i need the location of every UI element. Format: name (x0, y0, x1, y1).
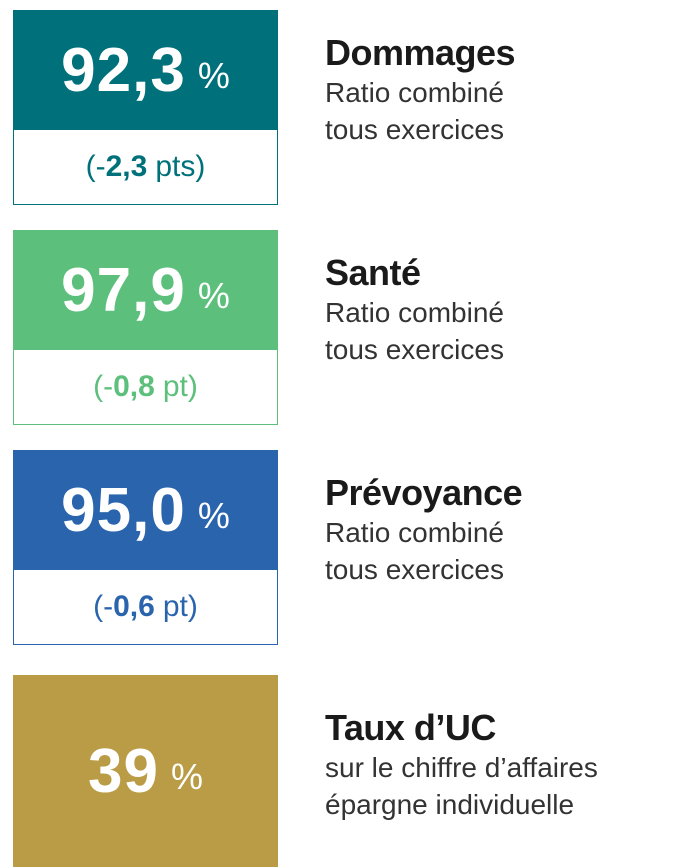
kpi-subtitle: tous exercices (325, 114, 504, 145)
kpi-text: Prévoyance Ratio combiné tous exercices (325, 472, 523, 588)
kpi-text: Taux d’UC sur le chiffre d’affaires épargn… (325, 707, 598, 823)
kpi-value: 92,3 (61, 35, 186, 105)
kpi-value: 95,0 (61, 475, 186, 545)
kpi-text: Santé Ratio combiné tous exercices (325, 252, 504, 368)
kpi-unit: % (197, 55, 230, 96)
change-value: 0,8 (113, 370, 155, 403)
kpi-title: Prévoyance (325, 472, 523, 513)
kpi-value-panel: 95,0% (13, 450, 278, 570)
kpi-change: (- 0,6 pt) (13, 570, 278, 645)
kpi-subtitle: tous exercices (325, 334, 504, 365)
kpi-subtitle: tous exercices (325, 554, 504, 585)
kpi-subtitle: épargne individuelle (325, 789, 575, 820)
kpi-subtitle: Ratio combiné (325, 517, 504, 548)
kpi-subtitle: Ratio combiné (325, 297, 504, 328)
kpi-title: Taux d’UC (325, 707, 496, 748)
change-prefix: (- (85, 150, 106, 183)
change-value: 2,3 (105, 150, 148, 183)
kpi-value: 97,9 (61, 255, 186, 325)
kpi-title: Dommages (325, 32, 516, 73)
change-unit: pts) (155, 150, 206, 183)
kpi-value-panel: 97,9% (13, 230, 278, 350)
kpi-change: (- 2,3 pts) (13, 130, 278, 205)
kpi-box: 92,3% (- 2,3 pts) (13, 10, 278, 205)
kpi-value-panel: 39% (13, 675, 278, 867)
change-unit: pt) (162, 370, 198, 403)
kpi-box: 39% (13, 675, 278, 867)
kpi-change: (- 0,8 pt) (13, 350, 278, 425)
change-unit: pt) (162, 590, 198, 623)
change-prefix: (- (93, 370, 114, 403)
kpi-unit: % (197, 495, 230, 536)
kpi-unit: % (170, 756, 203, 797)
kpi-subtitle: sur le chiffre d’affaires (325, 752, 598, 783)
kpi-unit: % (197, 275, 230, 316)
kpi-title: Santé (325, 252, 421, 293)
change-value: 0,6 (113, 590, 155, 623)
kpi-box: 97,9% (- 0,8 pt) (13, 230, 278, 425)
change-prefix: (- (93, 590, 114, 623)
kpi-text: Dommages Ratio combiné tous exercices (325, 32, 516, 148)
kpi-value: 39 (88, 736, 159, 806)
kpi-subtitle: Ratio combiné (325, 77, 504, 108)
kpi-value-panel: 92,3% (13, 10, 278, 130)
kpi-box: 95,0% (- 0,6 pt) (13, 450, 278, 645)
